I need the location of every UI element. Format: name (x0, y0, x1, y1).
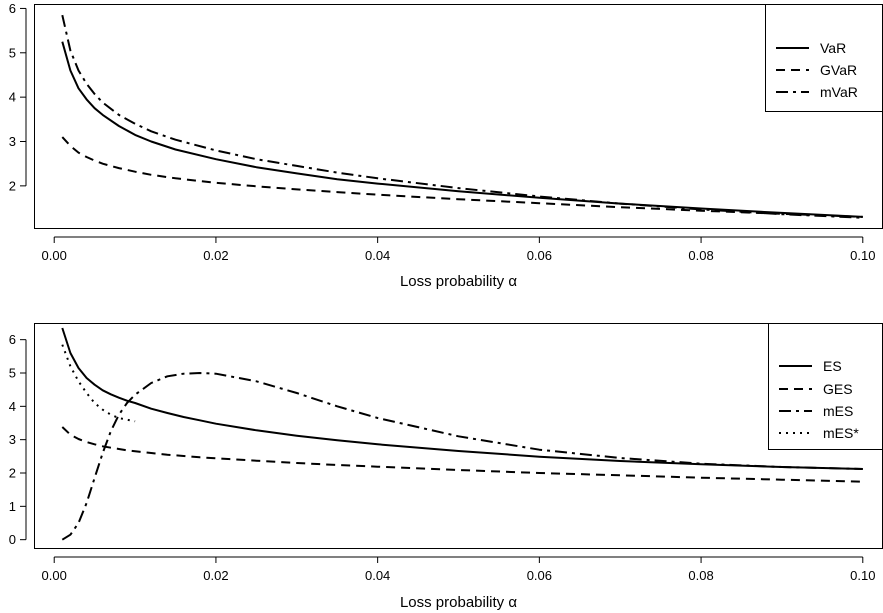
x-tick-label: 0.10 (850, 568, 875, 583)
y-tick-label: 3 (9, 432, 16, 447)
x-tick-label: 0.00 (42, 568, 67, 583)
x-tick-label: 0.06 (527, 248, 552, 263)
y-tick-label: 2 (9, 466, 16, 481)
plot-frame (34, 4, 883, 229)
legend-label: ES (823, 358, 842, 374)
legend-box (765, 4, 883, 112)
y-tick-label: 1 (9, 499, 16, 514)
series-line-mvar (61, 14, 863, 219)
top-chart-panel: 0.00 0.02 0.04 0.06 0.08 0.10 2 3 4 5 6 Loss probab… (9, 1, 883, 290)
series-line-mes (61, 372, 863, 541)
y-tick-label: 5 (9, 366, 16, 381)
legend-label: mVaR (820, 84, 858, 100)
legend: VaR GVaR mVaR (765, 4, 883, 112)
x-axis-title: Loss probability α (400, 273, 517, 290)
bottom-chart-panel: 0.00 0.02 0.04 0.06 0.08 0.10 0 1 2 3 4 5 6 Loss prob… (9, 323, 883, 611)
series-line-es (61, 327, 863, 470)
y-tick-label: 4 (9, 399, 16, 414)
y-tick-label: 3 (9, 134, 16, 149)
legend-label: mES (823, 403, 853, 419)
legend: ES GES mES mES* (768, 323, 883, 450)
x-tick-label: 0.06 (527, 568, 552, 583)
y-tick-label: 6 (9, 1, 16, 16)
x-tick-label: 0.10 (850, 248, 875, 263)
y-tick-label: 2 (9, 178, 16, 193)
x-tick-label: 0.08 (688, 568, 713, 583)
x-tick-label: 0.08 (688, 248, 713, 263)
legend-label: GES (823, 381, 853, 397)
x-tick-label: 0.02 (203, 248, 228, 263)
x-tick-label: 0.04 (365, 568, 390, 583)
x-tick-label: 0.00 (42, 248, 67, 263)
legend-label: GVaR (820, 62, 857, 78)
x-tick-label: 0.04 (365, 248, 390, 263)
series-line-var (61, 41, 863, 218)
x-tick-label: 0.02 (203, 568, 228, 583)
y-tick-label: 4 (9, 90, 16, 105)
series-line-ges (61, 426, 863, 483)
y-tick-label: 5 (9, 45, 16, 60)
legend-label: VaR (820, 40, 846, 56)
series-line-gvar (61, 136, 863, 218)
y-tick-label: 6 (9, 332, 16, 347)
legend-label: mES* (823, 425, 859, 441)
x-axis-title: Loss probability α (400, 594, 517, 611)
legend-box (768, 323, 883, 450)
y-tick-label: 0 (9, 532, 16, 547)
